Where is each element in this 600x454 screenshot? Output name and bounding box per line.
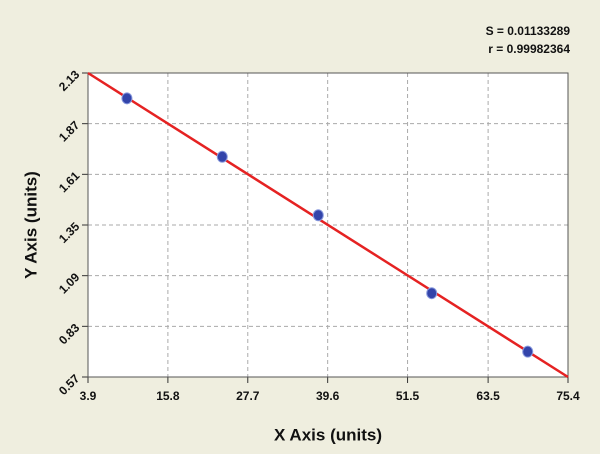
point	[216, 150, 228, 163]
x-tick-label: 51.5	[396, 389, 420, 403]
x-tick-label: 63.5	[476, 389, 500, 403]
fit-line	[87, 71, 569, 379]
x-axis-title: X Axis (units)	[274, 425, 382, 444]
point	[426, 287, 438, 300]
point	[312, 209, 324, 222]
y-axis-title: Y Axis (units)	[21, 171, 40, 279]
annotation: r = 0.99982364	[488, 42, 570, 56]
point	[121, 92, 133, 105]
x-tick-label: 3.9	[80, 389, 97, 403]
x-tick-label: 27.7	[236, 389, 260, 403]
x-tick-label: 75.4	[556, 389, 580, 403]
annotation: S = 0.01133289	[486, 24, 571, 38]
plot-frame	[87, 72, 569, 378]
point	[522, 345, 534, 358]
x-tick-label: 15.8	[156, 389, 180, 403]
x-tick-label: 39.6	[316, 389, 340, 403]
